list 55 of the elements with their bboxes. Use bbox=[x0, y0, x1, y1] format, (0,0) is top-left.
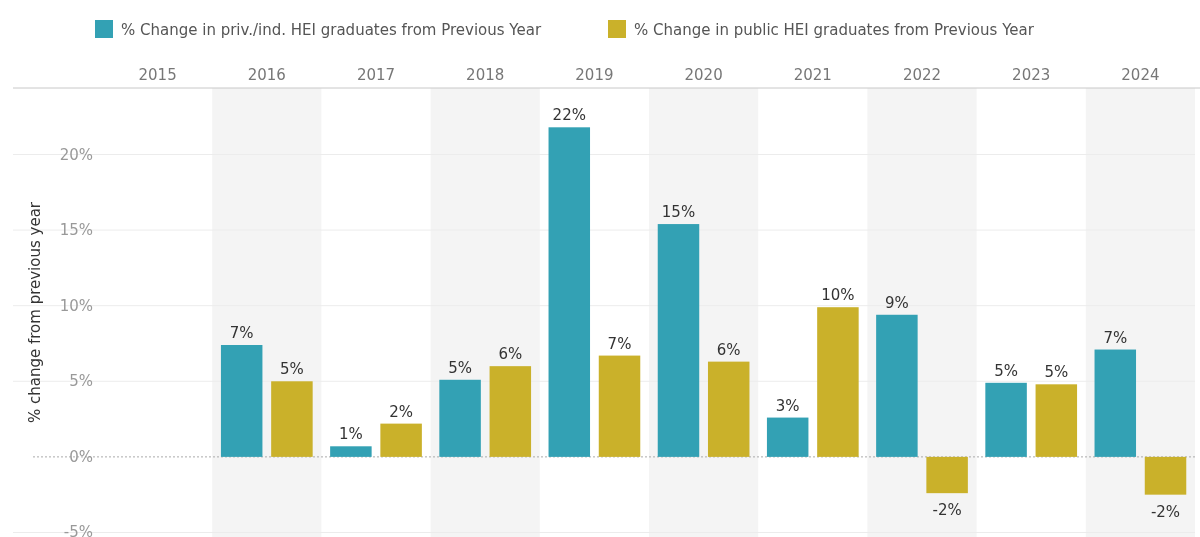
data-label: 1% bbox=[338, 425, 363, 444]
y-tick-label: 5% bbox=[69, 372, 93, 391]
x-tick-label: 2021 bbox=[793, 66, 832, 84]
legend-label: % Change in priv./ind. HEI graduates from Previous Year bbox=[121, 21, 542, 39]
data-label: -2% bbox=[932, 501, 962, 520]
y-tick-label: 20% bbox=[59, 145, 93, 164]
bar bbox=[1035, 384, 1078, 457]
x-tick-label: 2017 bbox=[356, 66, 396, 84]
bar bbox=[439, 379, 481, 457]
bar bbox=[926, 456, 968, 494]
x-tick-label: 2018 bbox=[466, 66, 505, 84]
data-label: 6% bbox=[498, 345, 523, 364]
bar bbox=[330, 446, 372, 457]
data-label: 5% bbox=[448, 358, 472, 377]
data-label: 7% bbox=[1103, 328, 1128, 347]
x-tick-label: 2016 bbox=[247, 66, 286, 84]
legend-label: % Change in public HEI graduates from Previous Year bbox=[634, 21, 1035, 39]
x-tick-label: 2020 bbox=[684, 66, 723, 84]
y-tick-label: 0% bbox=[69, 447, 93, 466]
data-label: 5% bbox=[1044, 363, 1069, 382]
bar bbox=[985, 382, 1027, 457]
bar bbox=[876, 314, 918, 457]
bar bbox=[657, 224, 700, 457]
x-tick-label: 2019 bbox=[575, 66, 614, 84]
data-label: 10% bbox=[821, 286, 855, 305]
x-tick-label: 2023 bbox=[1012, 66, 1051, 84]
data-label: 6% bbox=[716, 340, 741, 359]
data-label: 9% bbox=[884, 293, 909, 312]
x-tick-label: 2015 bbox=[138, 66, 177, 84]
bar bbox=[220, 345, 263, 457]
data-label: 5% bbox=[280, 360, 304, 379]
bar bbox=[598, 355, 641, 457]
y-tick-label: -5% bbox=[63, 523, 93, 537]
bar bbox=[489, 366, 532, 457]
bar bbox=[707, 361, 750, 457]
bar bbox=[1144, 456, 1187, 495]
bar bbox=[817, 307, 859, 457]
data-label: 15% bbox=[661, 203, 696, 222]
y-tick-label: 15% bbox=[59, 221, 93, 240]
data-label: 7% bbox=[607, 334, 632, 353]
data-label: 2% bbox=[389, 402, 414, 421]
x-tick-label: 2022 bbox=[902, 66, 942, 84]
data-label: -2% bbox=[1150, 502, 1181, 521]
bar bbox=[766, 417, 809, 457]
bar bbox=[271, 381, 313, 457]
x-tick-label: 2024 bbox=[1121, 66, 1160, 84]
y-tick-label: 10% bbox=[59, 296, 93, 315]
bar bbox=[548, 127, 591, 457]
data-label: 3% bbox=[775, 396, 800, 415]
y-axis-title: % change from previous year bbox=[26, 201, 44, 424]
data-label: 5% bbox=[994, 361, 1018, 380]
bar bbox=[1094, 349, 1137, 457]
bar bbox=[380, 423, 422, 457]
data-label: 7% bbox=[229, 324, 254, 342]
data-label: 22% bbox=[552, 106, 586, 125]
